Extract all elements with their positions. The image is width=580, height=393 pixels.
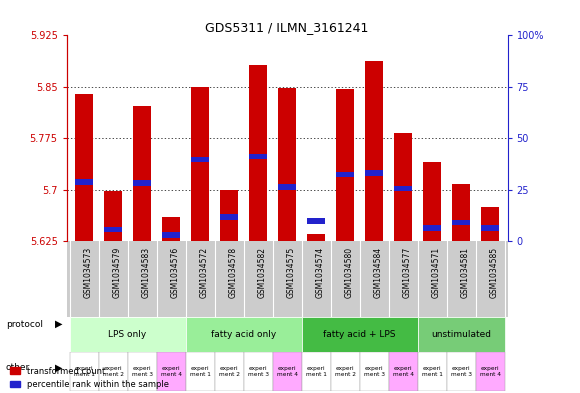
Bar bbox=[307, 219, 325, 224]
Text: GSM1034578: GSM1034578 bbox=[229, 247, 238, 298]
Bar bbox=[302, 352, 331, 391]
Bar bbox=[128, 352, 157, 391]
Bar bbox=[162, 232, 180, 238]
Text: experi
ment 4: experi ment 4 bbox=[480, 366, 501, 377]
Bar bbox=[244, 352, 273, 391]
Bar bbox=[452, 220, 470, 225]
Text: experi
ment 1: experi ment 1 bbox=[422, 366, 443, 377]
Text: GSM1034573: GSM1034573 bbox=[84, 247, 93, 298]
Text: GSM1034579: GSM1034579 bbox=[113, 247, 122, 298]
Bar bbox=[418, 352, 447, 391]
Bar bbox=[336, 172, 354, 177]
Bar bbox=[191, 87, 209, 241]
Bar bbox=[99, 352, 128, 391]
Text: LPS only: LPS only bbox=[108, 330, 147, 339]
Bar bbox=[75, 94, 93, 241]
Text: experi
ment 1: experi ment 1 bbox=[306, 366, 327, 377]
Bar bbox=[278, 184, 296, 190]
Text: GSM1034577: GSM1034577 bbox=[403, 247, 412, 298]
Bar bbox=[249, 154, 267, 160]
Text: GSM1034583: GSM1034583 bbox=[142, 247, 151, 298]
Bar bbox=[302, 317, 418, 352]
Text: experi
ment 1: experi ment 1 bbox=[190, 366, 211, 377]
Bar bbox=[394, 185, 412, 191]
Bar bbox=[249, 65, 267, 241]
Bar bbox=[447, 352, 476, 391]
Text: experi
ment 2: experi ment 2 bbox=[103, 366, 124, 377]
Bar bbox=[186, 317, 302, 352]
Text: GSM1034571: GSM1034571 bbox=[432, 247, 441, 298]
Text: experi
ment 4: experi ment 4 bbox=[161, 366, 182, 377]
Text: other: other bbox=[6, 363, 30, 372]
Text: fatty acid only: fatty acid only bbox=[211, 330, 276, 339]
Text: experi
ment 1: experi ment 1 bbox=[74, 366, 95, 377]
Bar bbox=[70, 352, 99, 391]
Bar bbox=[389, 352, 418, 391]
Bar bbox=[365, 171, 383, 176]
Text: protocol: protocol bbox=[6, 320, 43, 329]
Bar bbox=[70, 317, 186, 352]
Text: ▶: ▶ bbox=[55, 362, 63, 373]
Text: experi
ment 3: experi ment 3 bbox=[364, 366, 385, 377]
Text: experi
ment 3: experi ment 3 bbox=[248, 366, 269, 377]
Bar bbox=[365, 61, 383, 241]
Text: GSM1034574: GSM1034574 bbox=[316, 247, 325, 298]
Bar bbox=[220, 214, 238, 220]
Text: GSM1034581: GSM1034581 bbox=[461, 247, 470, 298]
Text: GSM1034582: GSM1034582 bbox=[258, 247, 267, 298]
Bar bbox=[336, 89, 354, 241]
Text: experi
ment 4: experi ment 4 bbox=[393, 366, 414, 377]
Bar bbox=[220, 190, 238, 241]
Text: GSM1034580: GSM1034580 bbox=[345, 247, 354, 298]
Bar bbox=[133, 180, 151, 185]
Bar bbox=[394, 133, 412, 241]
Bar bbox=[157, 352, 186, 391]
Bar bbox=[481, 225, 499, 231]
Bar bbox=[104, 191, 122, 241]
Bar bbox=[186, 352, 215, 391]
Bar bbox=[360, 352, 389, 391]
Text: experi
ment 2: experi ment 2 bbox=[219, 366, 240, 377]
Text: fatty acid + LPS: fatty acid + LPS bbox=[324, 330, 396, 339]
Bar bbox=[215, 352, 244, 391]
Bar bbox=[273, 352, 302, 391]
Text: experi
ment 2: experi ment 2 bbox=[335, 366, 356, 377]
Bar bbox=[191, 157, 209, 162]
Bar bbox=[418, 317, 505, 352]
Text: ▶: ▶ bbox=[55, 319, 63, 329]
Text: experi
ment 3: experi ment 3 bbox=[132, 366, 153, 377]
Bar bbox=[75, 179, 93, 185]
Bar bbox=[481, 207, 499, 241]
Text: GSM1034576: GSM1034576 bbox=[171, 247, 180, 298]
Bar bbox=[307, 234, 325, 241]
Bar bbox=[104, 227, 122, 232]
Bar bbox=[162, 217, 180, 241]
Bar bbox=[133, 106, 151, 241]
Text: GSM1034572: GSM1034572 bbox=[200, 247, 209, 298]
Text: experi
ment 3: experi ment 3 bbox=[451, 366, 472, 377]
Bar bbox=[331, 352, 360, 391]
Text: GSM1034575: GSM1034575 bbox=[287, 247, 296, 298]
Bar bbox=[476, 352, 505, 391]
Bar bbox=[278, 88, 296, 241]
Bar bbox=[423, 225, 441, 231]
Text: unstimulated: unstimulated bbox=[431, 330, 491, 339]
Title: GDS5311 / ILMN_3161241: GDS5311 / ILMN_3161241 bbox=[205, 21, 369, 34]
Text: experi
ment 4: experi ment 4 bbox=[277, 366, 298, 377]
Bar bbox=[423, 162, 441, 241]
Bar bbox=[452, 184, 470, 241]
Text: GSM1034584: GSM1034584 bbox=[374, 247, 383, 298]
Legend: transformed count, percentile rank within the sample: transformed count, percentile rank withi… bbox=[10, 367, 169, 389]
Text: GSM1034585: GSM1034585 bbox=[490, 247, 499, 298]
